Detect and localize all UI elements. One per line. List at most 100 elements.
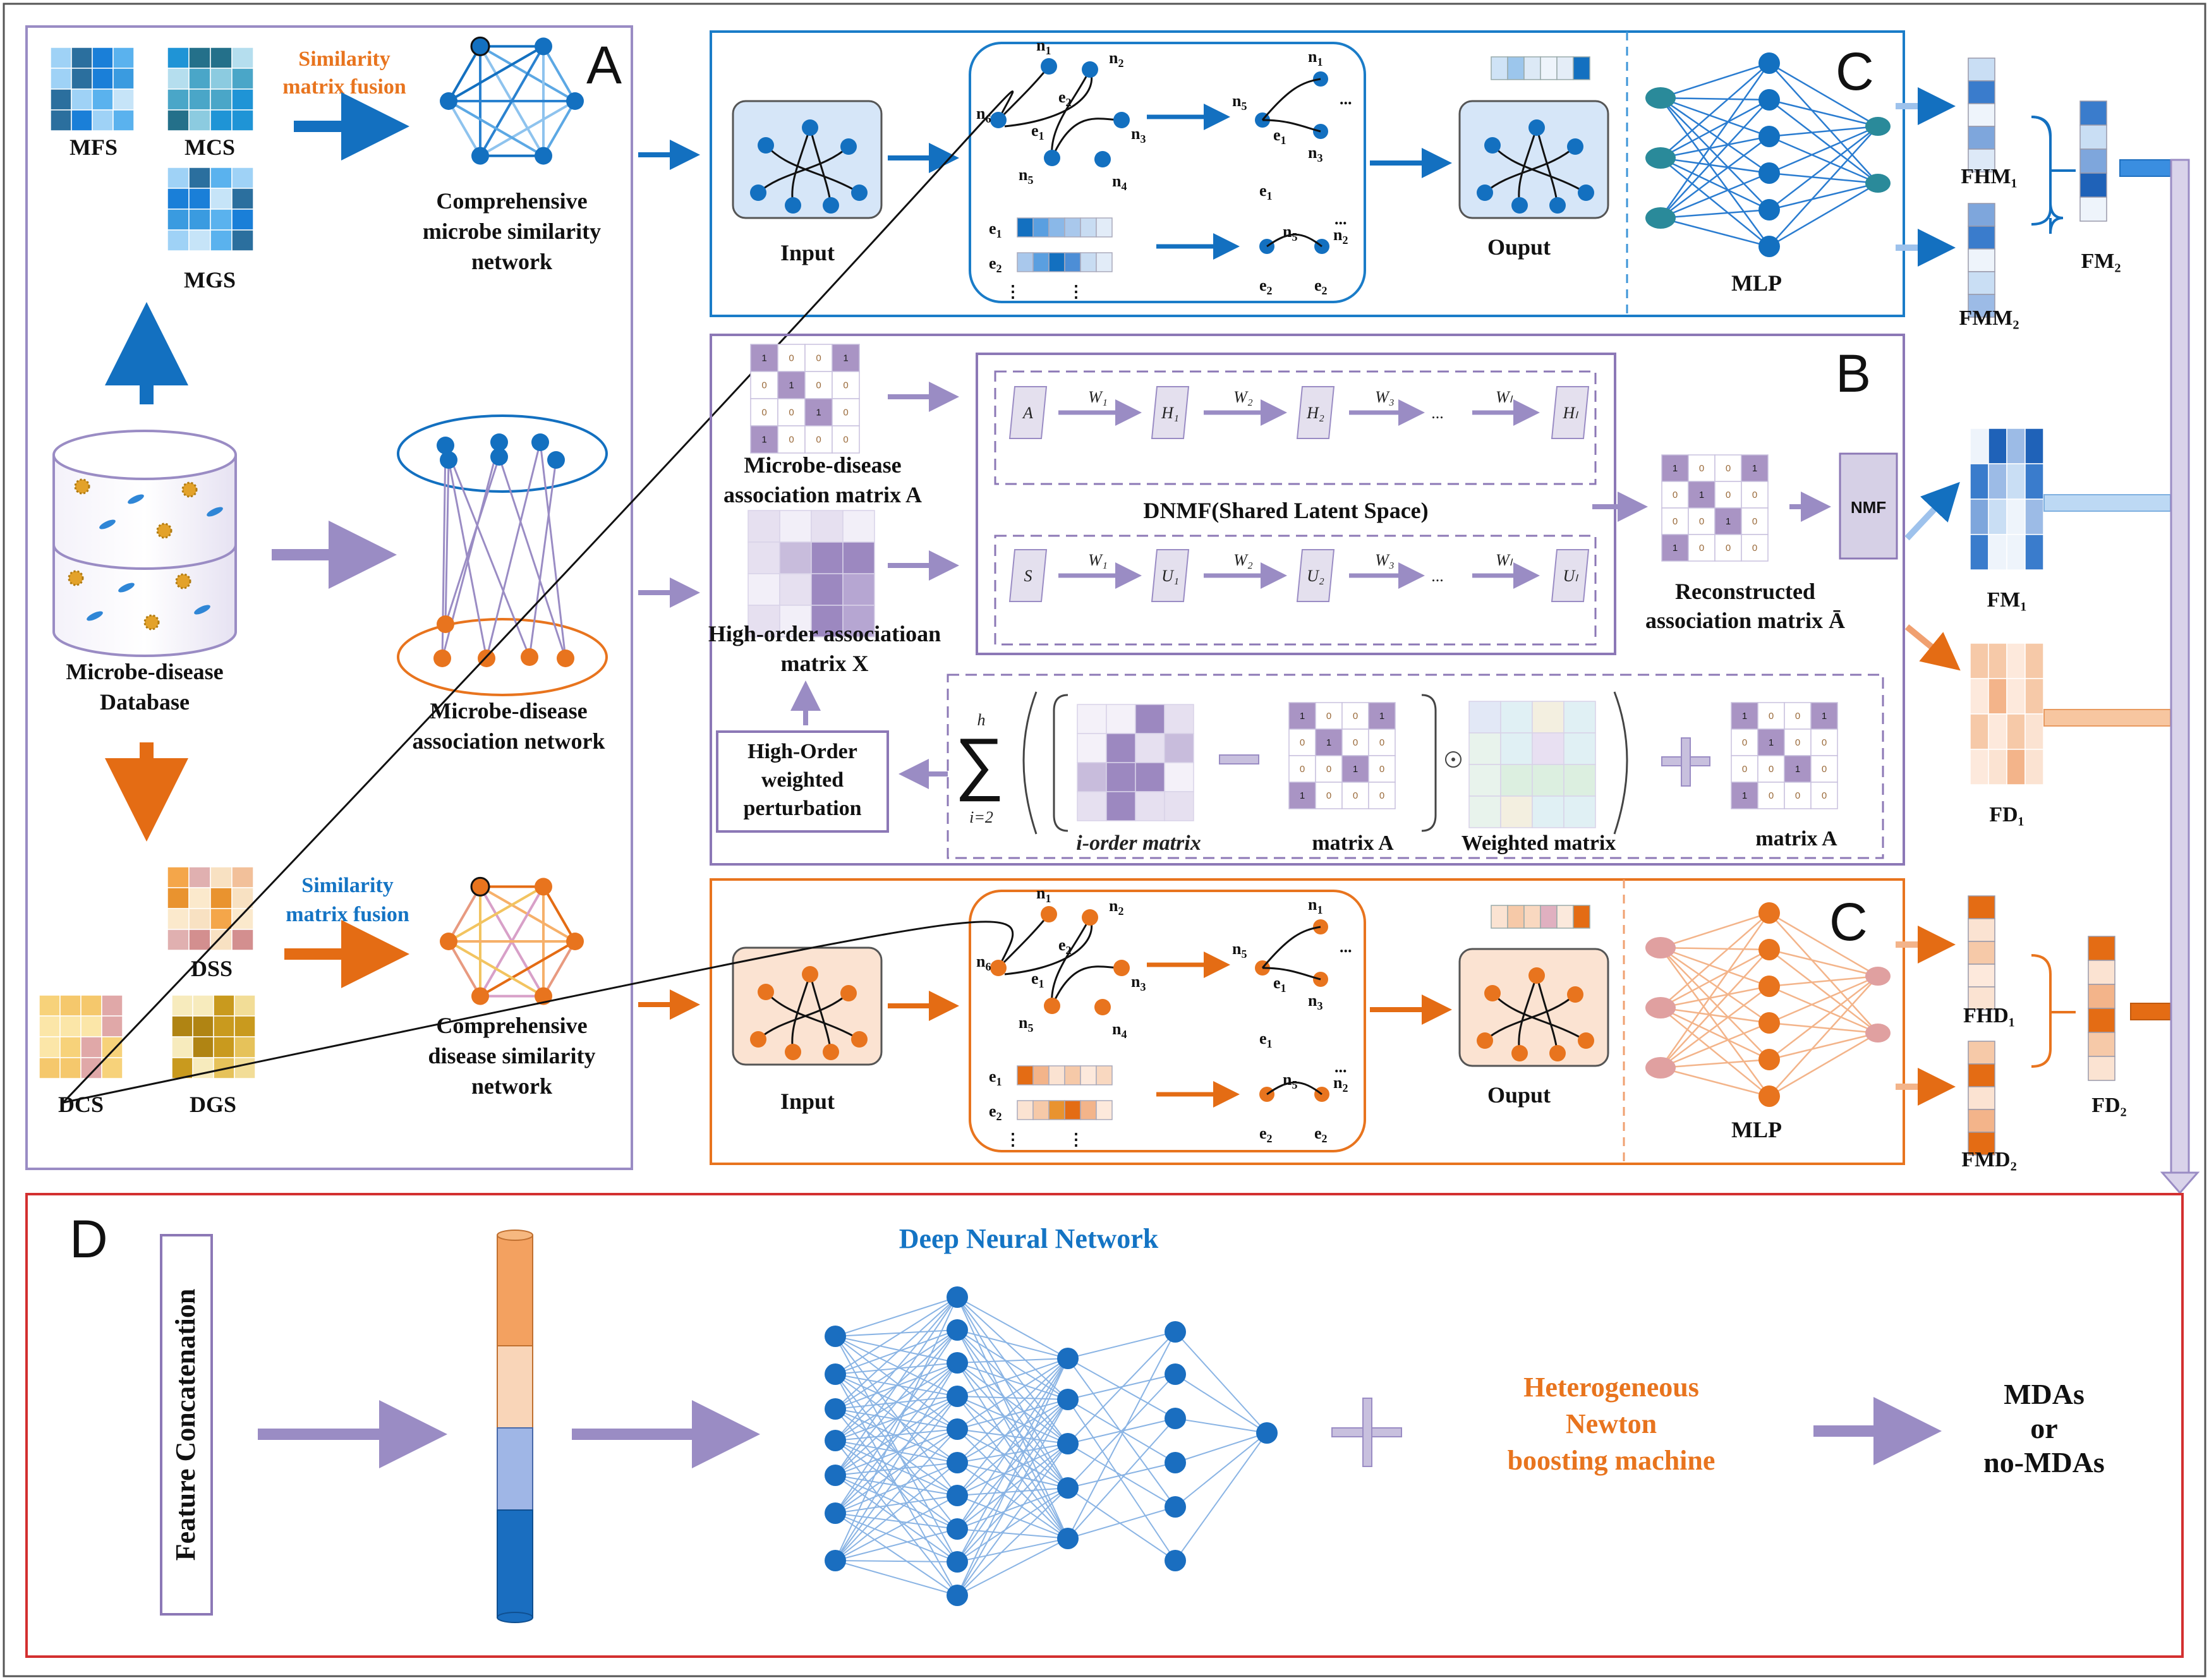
latent-factor-box <box>1551 386 1590 439</box>
dnn-edge <box>835 1296 958 1375</box>
network-node <box>535 37 552 56</box>
dnn-edge <box>957 1429 1068 1489</box>
dnn-edge <box>1067 1399 1176 1561</box>
dnn-edge <box>957 1329 1068 1489</box>
high-order-cell <box>842 605 875 638</box>
mcs-cell <box>231 88 254 111</box>
output-vector-bottom <box>1491 905 1590 929</box>
mcs-cell <box>167 47 190 69</box>
dnn-edge <box>835 1296 958 1337</box>
dnmf-box <box>976 353 1616 655</box>
matrix-value: 0 <box>1752 490 1757 500</box>
dnn-edge <box>957 1399 1068 1530</box>
mcs-cell <box>167 68 190 90</box>
matrix-cell <box>1368 702 1396 730</box>
fm2-vector <box>2079 100 2107 222</box>
weighted-cell <box>1532 764 1564 797</box>
io-node <box>1567 986 1583 1003</box>
feature-cell <box>1017 217 1034 238</box>
mlp-edge <box>1769 182 1879 211</box>
dnn-edge <box>835 1560 958 1562</box>
dcs-cell <box>101 1057 123 1079</box>
i-order-cell <box>1106 762 1136 792</box>
feature-cell <box>1080 1100 1097 1120</box>
dnn-node <box>947 1518 968 1540</box>
feature-vector-cell <box>1968 895 1995 919</box>
mlp-edge <box>1769 1022 1879 1034</box>
matrix-value: 0 <box>1795 737 1800 748</box>
graph-label: n2 <box>1333 1073 1348 1094</box>
dnn-edge <box>1067 1374 1176 1400</box>
matrix-value: 0 <box>1726 543 1731 553</box>
dnn-edge <box>957 1487 1068 1530</box>
graph-label: n3 <box>1131 124 1146 145</box>
dnn-node <box>1057 1433 1079 1454</box>
dnn-node <box>825 1430 846 1451</box>
io-node <box>802 966 818 982</box>
matrix-value: 0 <box>1300 737 1305 748</box>
embedding-cell <box>1507 905 1525 929</box>
dss-cell <box>167 929 190 951</box>
left-bracket <box>1053 694 1068 832</box>
dnmf-row-h: A H₁ H₂ Hₗ W₁ W₂ W₃ Wₗ... <box>1008 386 1590 439</box>
i-order-cell <box>1106 791 1136 821</box>
dnn-edge <box>835 1462 958 1514</box>
disease-node <box>478 650 495 667</box>
high-order-matrix-x <box>747 510 875 638</box>
dss-heatmap <box>167 866 254 951</box>
matrix-cell <box>1741 507 1769 535</box>
microbe-icon <box>74 478 90 495</box>
panel-c-bottom-frame <box>710 878 1905 1165</box>
mcs-cell <box>188 109 211 131</box>
graph-node <box>1082 909 1098 926</box>
network-edge <box>448 45 544 102</box>
mlp-edge <box>1660 946 1770 1024</box>
graph-edge <box>1266 233 1322 248</box>
dnn-edge <box>957 1296 1068 1359</box>
weight-label: W₂ <box>1233 551 1253 569</box>
matrix-value: 1 <box>1769 737 1774 748</box>
io-curve <box>1484 993 1576 1042</box>
network-edge <box>542 886 576 943</box>
mlp-edge <box>1660 97 1770 138</box>
fusion-top-line1: Similarity <box>298 47 390 71</box>
assoc-net-line2: association network <box>413 728 605 754</box>
graph-box-top <box>969 42 1366 303</box>
feature-block-cell <box>1988 534 2007 571</box>
nmf-box <box>1839 452 1898 560</box>
feature-cell <box>1032 217 1050 238</box>
mfs-cell <box>112 88 135 111</box>
dnn-edge <box>835 1362 958 1561</box>
matrix-value: 0 <box>1326 790 1331 801</box>
dcs-cell <box>59 994 82 1017</box>
weighted-cell <box>1500 732 1533 765</box>
fusion-bottom-line2: matrix fusion <box>286 903 409 926</box>
dnn-edge <box>835 1475 958 1496</box>
fmm2-vector <box>1968 203 1995 318</box>
network-node <box>471 147 489 165</box>
weighted-cell <box>1563 732 1596 765</box>
dnmf-top-dashed <box>994 370 1597 485</box>
dnn-node <box>947 1386 968 1407</box>
matrix-value: 0 <box>1795 711 1800 722</box>
embedding-cell <box>1523 56 1541 80</box>
hadamard-dot <box>1451 758 1455 761</box>
mfs-cell <box>71 109 93 131</box>
network-edge <box>480 940 576 998</box>
dnn-edge <box>835 1329 958 1476</box>
dss-cell <box>188 866 211 888</box>
dnn-edge <box>1175 1374 1268 1434</box>
graph-edge <box>1051 69 1091 159</box>
dnn-edge <box>835 1296 958 1476</box>
feature-block-cell <box>2006 428 2026 464</box>
graph-node <box>1094 151 1111 167</box>
graph-label: e2 <box>989 254 1002 275</box>
mlp-output-node <box>1865 967 1891 986</box>
mlp-input-node <box>1645 207 1676 229</box>
graph-edge <box>1261 926 1321 969</box>
dnn-edge <box>835 1429 958 1441</box>
mfs-cell <box>50 109 72 131</box>
dnn-edge <box>835 1296 958 1561</box>
dnn-edge <box>835 1396 958 1514</box>
mlp-edge <box>1769 1032 1879 1097</box>
